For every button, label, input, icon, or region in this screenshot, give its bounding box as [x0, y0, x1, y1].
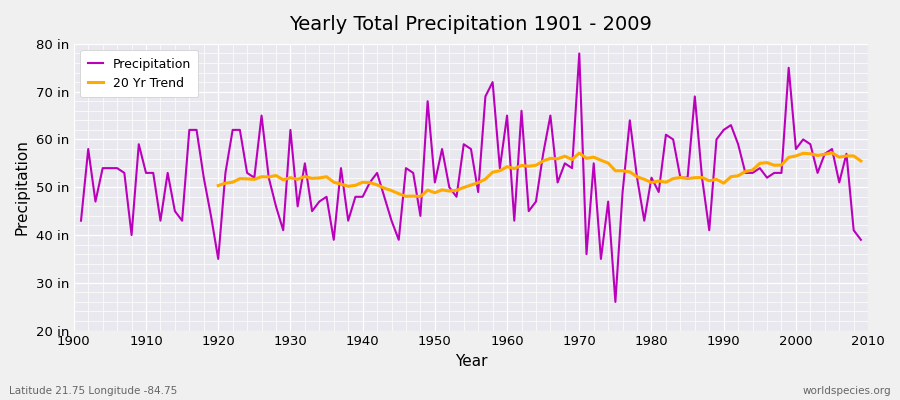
Precipitation: [336, 166, 346, 170]
Precipitation: [76, 218, 86, 223]
20 Yr Trend: [668, 176, 679, 181]
20 Yr Trend: [754, 161, 765, 166]
20 Yr Trend: [212, 183, 223, 188]
Text: Latitude 21.75 Longitude -84.75: Latitude 21.75 Longitude -84.75: [9, 386, 177, 396]
20 Yr Trend: [769, 163, 779, 168]
Precipitation: [574, 51, 585, 56]
Title: Yearly Total Precipitation 1901 - 2009: Yearly Total Precipitation 1901 - 2009: [290, 15, 652, 34]
Line: 20 Yr Trend: 20 Yr Trend: [218, 153, 861, 196]
Legend: Precipitation, 20 Yr Trend: Precipitation, 20 Yr Trend: [80, 50, 198, 97]
Precipitation: [856, 237, 867, 242]
Precipitation: [133, 142, 144, 147]
20 Yr Trend: [300, 174, 310, 179]
Precipitation: [501, 113, 512, 118]
Y-axis label: Precipitation: Precipitation: [15, 139, 30, 235]
Precipitation: [494, 166, 505, 170]
Text: worldspecies.org: worldspecies.org: [803, 386, 891, 396]
Precipitation: [596, 256, 607, 261]
20 Yr Trend: [856, 158, 867, 163]
20 Yr Trend: [842, 154, 852, 158]
Line: Precipitation: Precipitation: [81, 54, 861, 302]
X-axis label: Year: Year: [454, 354, 487, 369]
Precipitation: [292, 204, 303, 209]
20 Yr Trend: [826, 150, 837, 155]
20 Yr Trend: [408, 194, 418, 198]
20 Yr Trend: [415, 194, 426, 199]
Precipitation: [610, 300, 621, 304]
